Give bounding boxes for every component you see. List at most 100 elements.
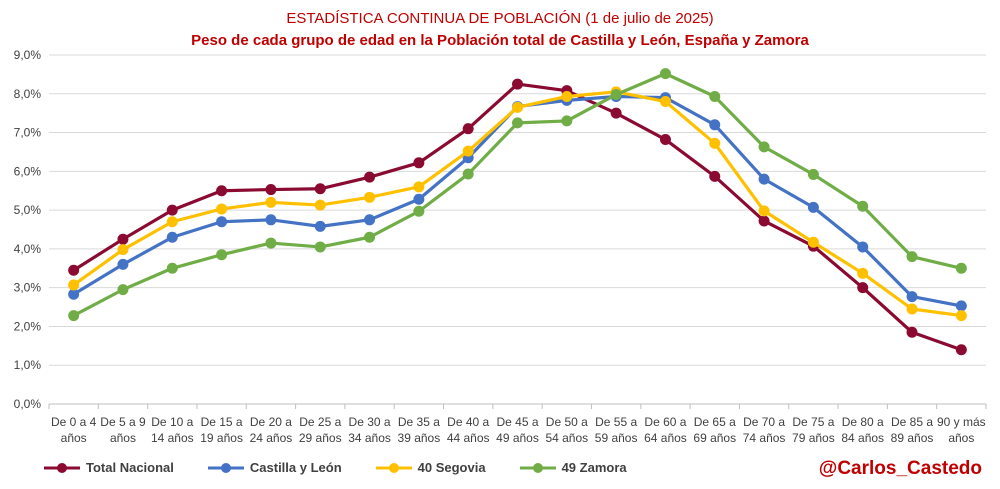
x-tick-label: De 0 a 4: [51, 415, 97, 429]
series-0-point: [659, 134, 671, 146]
x-tick-label: 49 años: [496, 431, 539, 445]
series-2-point: [512, 101, 523, 113]
legend-label-segovia: 40 Segovia: [417, 460, 486, 475]
series-3-point: [610, 89, 622, 101]
series-2-point: [68, 279, 80, 291]
y-tick-label: 5,0%: [14, 203, 42, 217]
y-tick-label: 9,0%: [14, 48, 42, 62]
series-3-point: [68, 310, 80, 322]
series-3-point: [117, 284, 129, 296]
series-1-point: [413, 193, 425, 205]
legend-item-zamora: 49 Zamora: [519, 460, 627, 475]
x-tick-label: años: [61, 431, 87, 445]
x-tick-label: 29 años: [299, 431, 342, 445]
series-3-point: [216, 249, 228, 261]
x-tick-label: De 40 a: [447, 415, 489, 429]
x-tick-label: 64 años: [644, 431, 687, 445]
series-3-point: [166, 262, 178, 274]
series-2-point: [659, 96, 671, 108]
series-1-point: [807, 201, 819, 213]
x-tick-label: De 45 a: [496, 415, 538, 429]
series-2-point: [807, 236, 819, 248]
x-tick-label: De 5 a 9: [100, 415, 146, 429]
series-2-point: [906, 303, 918, 315]
series-1-point: [906, 291, 918, 303]
series-0-point: [166, 204, 178, 216]
x-tick-label: De 65 a: [694, 415, 736, 429]
x-tick-label: De 85 a: [891, 415, 933, 429]
series-3-point: [709, 90, 721, 102]
x-tick-label: 34 años: [348, 431, 391, 445]
series-3-point: [462, 168, 474, 180]
series-1-point: [117, 258, 129, 270]
x-tick-label: De 30 a: [349, 415, 391, 429]
x-tick-label: De 20 a: [250, 415, 292, 429]
x-tick-label: 14 años: [151, 431, 194, 445]
series-0-point: [117, 233, 129, 245]
x-tick-label: 89 años: [891, 431, 934, 445]
x-tick-label: 74 años: [743, 431, 786, 445]
y-tick-label: 8,0%: [14, 87, 42, 101]
legend-label-total-nacional: Total Nacional: [86, 460, 174, 475]
series-1-point: [265, 214, 277, 226]
x-tick-label: De 55 a: [595, 415, 637, 429]
series-0-point: [512, 78, 523, 90]
series-3-point: [659, 68, 671, 80]
series-1-point: [364, 214, 376, 226]
series-3-point: [413, 205, 425, 217]
chart-subtitle: Peso de cada grupo de edad en la Poblaci…: [191, 32, 809, 49]
legend-swatch-segovia: [375, 462, 412, 473]
x-tick-label: 39 años: [398, 431, 441, 445]
legend-label-zamora: 49 Zamora: [561, 460, 627, 475]
series-2-point: [117, 244, 129, 256]
legend-swatch-total-nacional: [44, 462, 80, 473]
x-tick-label: años: [110, 431, 136, 445]
x-tick-label: De 25 a: [299, 415, 341, 429]
series-2-point: [364, 191, 376, 203]
series-1-point: [758, 173, 770, 185]
series-2-point: [462, 145, 474, 157]
series-1-point: [955, 300, 967, 312]
series-0-point: [955, 344, 967, 356]
series-0-point: [314, 183, 326, 195]
chart-legend: Total Nacional Castilla y León 40 Segovi…: [44, 460, 627, 475]
series-0-point: [906, 326, 918, 338]
series-3-point: [265, 237, 277, 249]
y-tick-label: 3,0%: [14, 281, 42, 295]
x-tick-label: 19 años: [200, 431, 243, 445]
series-1-point: [314, 220, 326, 232]
series-0-point: [462, 123, 474, 135]
legend-item-segovia: 40 Segovia: [375, 460, 486, 475]
legend-item-castilla-y-leon: Castilla y León: [207, 460, 342, 475]
series-2-point: [413, 181, 425, 193]
series-3-point: [512, 117, 523, 129]
x-tick-label: 69 años: [693, 431, 736, 445]
series-0-point: [216, 185, 228, 197]
x-tick-label: 59 años: [595, 431, 638, 445]
x-tick-label: 79 años: [792, 431, 835, 445]
series-3-point: [857, 200, 869, 212]
y-tick-label: 1,0%: [14, 358, 42, 372]
series-2-point: [709, 137, 721, 149]
series-0-point: [610, 107, 622, 119]
x-tick-label: De 75 a: [792, 415, 834, 429]
x-tick-label: 24 años: [250, 431, 293, 445]
legend-swatch-castilla-y-leon: [207, 462, 244, 473]
y-tick-label: 4,0%: [14, 242, 42, 256]
series-0-point: [709, 170, 721, 182]
x-tick-label: De 50 a: [546, 415, 588, 429]
x-tick-label: 90 y más: [937, 415, 986, 429]
y-tick-label: 6,0%: [14, 164, 42, 178]
chart-title: ESTADÍSTICA CONTINUA DE POBLACIÓN (1 de …: [286, 10, 714, 27]
series-3-point: [807, 168, 819, 180]
x-tick-label: De 70 a: [743, 415, 785, 429]
series-2-point: [166, 216, 178, 228]
series-3-point: [364, 231, 376, 243]
x-tick-label: De 80 a: [842, 415, 884, 429]
x-tick-label: De 60 a: [644, 415, 686, 429]
series-0-point: [68, 264, 80, 276]
series-3-point: [955, 262, 967, 274]
x-tick-label: 54 años: [545, 431, 588, 445]
series-0-point: [758, 215, 770, 227]
series-0-point: [857, 282, 869, 294]
